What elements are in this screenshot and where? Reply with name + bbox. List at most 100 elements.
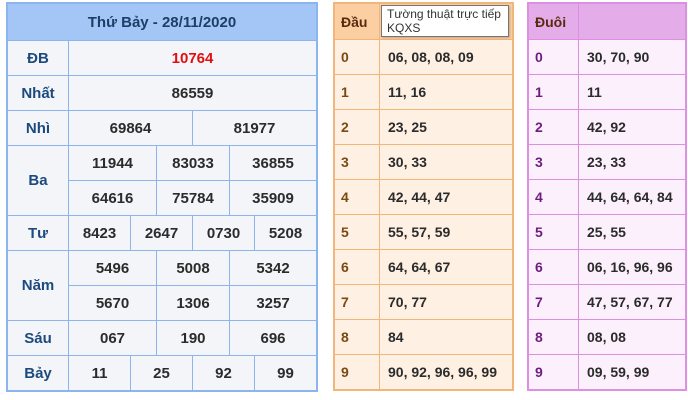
prize-value-row: 64616 75784 35909 [69, 180, 316, 215]
prize-label: Sáu [8, 321, 69, 355]
prize-number: 5496 [95, 259, 130, 277]
dau-digit: 2 [335, 110, 380, 144]
duoi-numbers: 25, 55 [587, 224, 626, 240]
duoi-numbers: 30, 70, 90 [587, 49, 650, 65]
prize-value-row: 5496 5008 5342 [69, 251, 316, 285]
dau-numbers: 42, 44, 47 [388, 189, 451, 205]
dau-digit: 7 [335, 285, 380, 319]
duoi-table: Đuôi 0 30, 70, 90 1 11 2 42, 92 3 23, 33 4 44, 64… [527, 2, 687, 391]
prize-value-row: 86559 [69, 76, 316, 110]
dau-digit: 1 [335, 75, 380, 109]
dau-digit: 3 [335, 145, 380, 179]
prize-values: 86559 [69, 76, 316, 110]
dau-numbers: 90, 92, 96, 96, 99 [388, 364, 497, 380]
dau-row: 2 23, 25 [335, 110, 512, 145]
prize-row: Ba 11944 83033 36855 64616 75784 35909 [8, 146, 316, 216]
prize-number: 067 [99, 329, 126, 347]
prize-number: 11 [91, 364, 108, 382]
results-table: Thứ Bảy - 28/11/2020 ĐB 10764 Nhất 86559 Nhì… [6, 2, 318, 392]
prize-row: Năm 5496 5008 5342 5670 1306 3257 [8, 251, 316, 321]
prize-label: Ba [8, 146, 69, 215]
prize-label: Nhất [8, 76, 69, 110]
prize-number: 3257 [229, 286, 316, 320]
dau-row: 6 64, 64, 67 [335, 250, 512, 285]
duoi-row: 7 47, 57, 67, 77 [529, 285, 685, 320]
duoi-row: 5 25, 55 [529, 215, 685, 250]
prize-label: Năm [8, 251, 69, 320]
duoi-row: 4 44, 64, 64, 84 [529, 180, 685, 215]
prize-label: Tư [8, 216, 69, 250]
prize-value-row: 69864 81977 [69, 111, 316, 145]
prize-value-row: 10764 [69, 41, 316, 75]
duoi-numbers: 44, 64, 64, 84 [587, 189, 673, 205]
dau-row: 7 70, 77 [335, 285, 512, 320]
prize-number: 83033 [156, 146, 229, 180]
prize-number: 35909 [229, 181, 316, 215]
prize-number: 5670 [95, 294, 130, 312]
dau-table: Đầu 0 06, 08, 08, 09 1 11, 16 2 23, 25 3 30, 33… [333, 2, 514, 391]
dau-numbers: 23, 25 [388, 119, 427, 135]
dau-numbers: 11, 16 [388, 84, 427, 100]
dau-digit: 4 [335, 180, 380, 214]
prize-number: 86559 [171, 84, 214, 102]
duoi-digit: 0 [529, 40, 579, 74]
prize-number: 75784 [156, 181, 229, 215]
prize-row: Nhì 69864 81977 [8, 111, 316, 146]
prize-number: 190 [156, 321, 229, 355]
dau-digit: 8 [335, 320, 380, 354]
duoi-digit: 8 [529, 320, 579, 354]
prize-row: Tư 8423 2647 0730 5208 [8, 216, 316, 251]
duoi-digit: 2 [529, 110, 579, 144]
dau-numbers: 06, 08, 08, 09 [388, 49, 474, 65]
dau-row: 4 42, 44, 47 [335, 180, 512, 215]
duoi-numbers: 47, 57, 67, 77 [587, 294, 673, 310]
prize-values: 067 190 696 [69, 321, 316, 355]
prize-label: ĐB [8, 41, 69, 75]
prize-row: Bảy 11 25 92 99 [8, 356, 316, 390]
prize-number: 5008 [156, 251, 229, 285]
duoi-numbers: 09, 59, 99 [587, 364, 650, 380]
dau-numbers: 55, 57, 59 [388, 224, 451, 240]
duoi-row: 6 06, 16, 96, 96 [529, 250, 685, 285]
tooltip: Tường thuật trực tiếp KQXS [381, 5, 509, 37]
dau-row: 0 06, 08, 08, 09 [335, 40, 512, 75]
duoi-numbers: 08, 08 [587, 329, 626, 345]
prize-values: 5496 5008 5342 5670 1306 3257 [69, 251, 316, 320]
duoi-digit: 5 [529, 215, 579, 249]
prize-values: 10764 [69, 41, 316, 75]
prize-number: 25 [130, 356, 192, 390]
dau-row: 8 84 [335, 320, 512, 355]
duoi-row: 8 08, 08 [529, 320, 685, 355]
prize-number: 0730 [192, 216, 254, 250]
dau-row: 1 11, 16 [335, 75, 512, 110]
special-prize-number: 10764 [171, 49, 214, 67]
duoi-row: 2 42, 92 [529, 110, 685, 145]
duoi-digit: 1 [529, 75, 579, 109]
duoi-row: 1 11 [529, 75, 685, 110]
duoi-digit: 9 [529, 355, 579, 389]
prize-number: 69864 [109, 119, 152, 137]
prize-number: 81977 [192, 111, 316, 145]
prize-number: 1306 [156, 286, 229, 320]
prize-number: 36855 [229, 146, 316, 180]
dau-numbers: 64, 64, 67 [388, 259, 451, 275]
prize-number: 5342 [229, 251, 316, 285]
prize-row: ĐB 10764 [8, 41, 316, 76]
results-title: Thứ Bảy - 28/11/2020 [8, 4, 316, 41]
prize-values: 11944 83033 36855 64616 75784 35909 [69, 146, 316, 215]
duoi-row: 3 23, 33 [529, 145, 685, 180]
dau-header-label: Đầu [335, 4, 380, 39]
prize-values: 11 25 92 99 [69, 356, 316, 390]
prize-number: 11944 [92, 154, 133, 172]
prize-number: 5208 [254, 216, 316, 250]
dau-digit: 0 [335, 40, 380, 74]
prize-values: 8423 2647 0730 5208 [69, 216, 316, 250]
dau-row: 9 90, 92, 96, 96, 99 [335, 355, 512, 389]
prize-row: Sáu 067 190 696 [8, 321, 316, 356]
dau-row: 5 55, 57, 59 [335, 215, 512, 250]
prize-row: Nhất 86559 [8, 76, 316, 111]
duoi-digit: 7 [529, 285, 579, 319]
duoi-numbers: 11 [587, 84, 602, 100]
prize-value-row: 11 25 92 99 [69, 356, 316, 390]
prize-label: Nhì [8, 111, 69, 145]
